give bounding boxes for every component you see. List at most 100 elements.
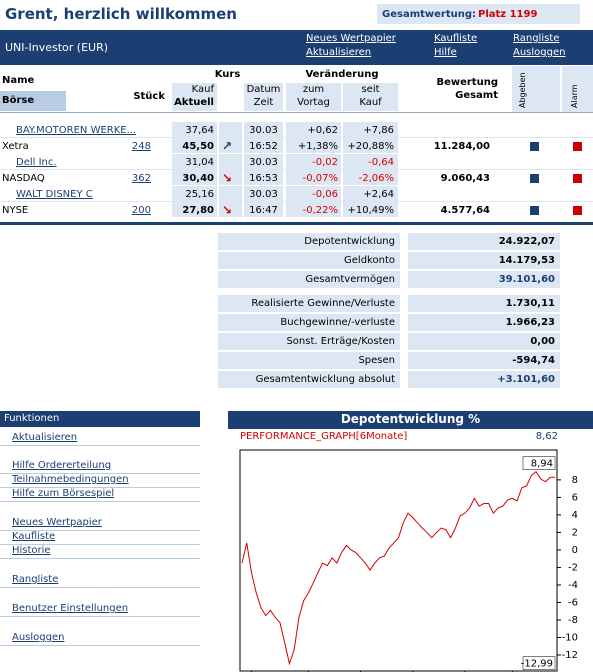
sidebar-link[interactable]: Kaufliste [12,531,56,542]
th: Datum [246,84,281,95]
sell-button[interactable] [530,174,539,183]
summary-value-cell [408,333,560,350]
nav-link[interactable]: Aktualisieren [306,47,372,58]
plot-frame [239,449,558,672]
cell [172,83,217,111]
th: Kauf [359,97,382,108]
sidebar-link[interactable]: Aktualisieren [12,432,78,443]
summary-value: 14.179,53 [498,255,555,266]
current-price: 45,50 [182,141,214,152]
value: 4.577,64 [440,205,490,216]
alarm-button[interactable] [573,174,582,183]
nav-link[interactable]: Ausloggen [513,47,566,58]
sidebar-link[interactable]: Benutzer Einstellungen [12,603,129,614]
sidebar-link[interactable]: Historie [12,545,51,556]
summary-label: Depotentwicklung [304,236,395,247]
summary-value: 0,00 [530,336,555,347]
qty[interactable]: 248 [131,141,151,152]
th: seit [361,84,380,95]
sidebar-link[interactable]: Neues Wertpapier [12,517,102,528]
th: Stück [133,91,165,102]
value: 11.284,00 [433,141,490,152]
cell [244,154,283,185]
date: 30.03 [249,189,278,200]
cell [244,83,283,111]
summary-label: Sonst. Erträge/Kosten [286,336,395,347]
th: Börse [2,95,35,106]
summary-value: 39.101,60 [498,274,555,285]
sidebar-link[interactable]: Rangliste [12,574,59,585]
portfolio: UNI-Investor (EUR) [5,41,109,54]
summary-label: Gesamtvermögen [305,274,395,285]
nav-link[interactable]: Kaufliste [434,33,478,44]
stock-name[interactable]: WALT DISNEY C [16,189,93,200]
th: Kurs [214,69,241,80]
change-prev: -0,06 [312,189,338,200]
summary-label-cell [218,371,400,388]
th: Veränderung [305,69,379,80]
y-tick-label: -12 [562,650,578,661]
qty[interactable]: 362 [131,173,151,184]
nav-link[interactable]: Hilfe [434,47,457,58]
buy-price: 25,16 [185,189,214,200]
table-head [0,66,593,113]
sidebar-row [0,488,200,502]
current-price: 27,80 [182,205,214,216]
trend-arrow: ↘ [222,203,233,217]
chart-subtitle: PERFORMANCE_GRAPH[6Monate] [240,431,407,442]
value: 9.060,43 [440,173,490,184]
nav-link[interactable]: Neues Wertpapier [306,33,396,44]
sidebar-link[interactable]: Ausloggen [12,632,65,643]
nav-link[interactable]: Rangliste [513,33,560,44]
y-tick-label: -4 [568,580,578,591]
cell [286,83,341,111]
sidebar-row [0,474,200,488]
cell [343,122,398,153]
y-tick-label: 8 [572,475,578,486]
qty[interactable]: 200 [131,205,151,216]
sidebar-link[interactable]: Teilnahmebedingungen [12,474,129,485]
change-since: -0,64 [368,157,394,168]
sell-button[interactable] [530,142,539,151]
cell [244,122,283,153]
summary-label: Buchgewinne/-verluste [280,317,395,328]
summary-label: Spesen [358,355,395,366]
change-since: +2,64 [363,189,394,200]
cell [286,154,341,185]
y-tick-label: -6 [568,597,578,608]
th: Kauf [191,84,214,95]
cell [343,83,398,111]
min-label: -12,99 [521,659,553,670]
summary-value: 1.730,11 [505,298,555,309]
score-value: Platz 1199 [478,9,538,20]
sidebar-link[interactable]: Hilfe Ordererteilung [12,460,112,471]
summary-label: Realisierte Gewinne/Verluste [251,298,395,309]
cell [172,122,217,153]
summary-value: 1.966,23 [505,317,555,328]
th: Aktuell [174,97,214,108]
alarm-button[interactable] [573,206,582,215]
stock-name[interactable]: BAY.MOTOREN WERKE... [16,125,137,136]
cell [343,186,398,217]
cell [343,154,398,185]
sidebar-row [0,603,200,617]
chart-head [228,411,593,429]
summary-label-cell [218,314,400,331]
chart: PERFORMANCE_GRAPH[6Monate] 8,62 -12 -10 -8… [239,431,578,672]
y-tick-label: -10 [562,632,578,643]
sell-button[interactable] [530,206,539,215]
trend-arrow: ↘ [222,171,233,185]
current-value: 8,62 [536,431,558,442]
stock-name[interactable]: Dell Inc. [16,157,57,168]
summary-value-cell [408,271,560,288]
sidebar-link[interactable]: Hilfe zum Börsespiel [12,488,115,499]
current-price: 30,40 [182,173,214,184]
cell [172,154,217,185]
max-label: 8,94 [531,459,553,470]
cell [219,186,242,217]
change-prev-pct: -0,22% [302,205,338,216]
sidebar-row [0,517,200,531]
performance-line [241,470,555,666]
alarm-button[interactable] [573,142,582,151]
